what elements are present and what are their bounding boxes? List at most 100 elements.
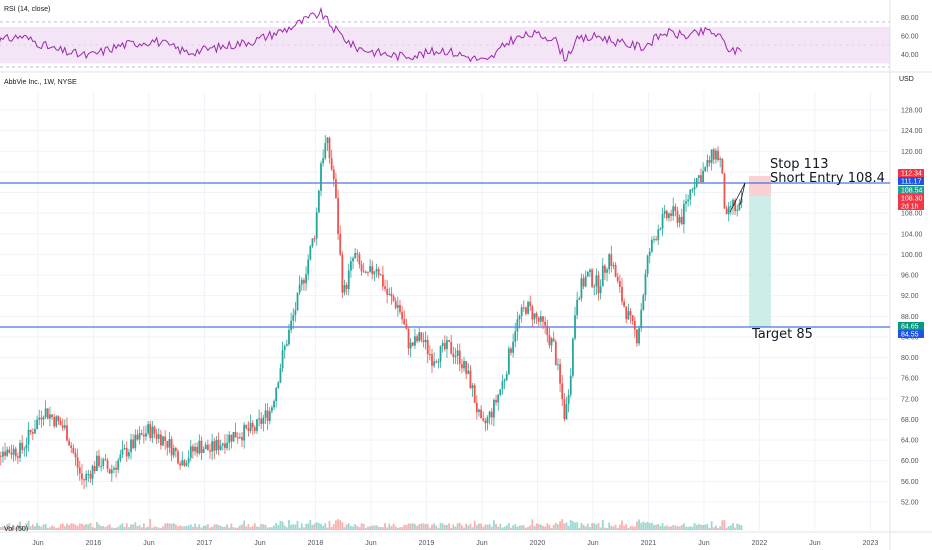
candle-body <box>618 281 621 287</box>
volume-bar <box>510 527 512 530</box>
volume-bar <box>685 526 687 530</box>
volume-bar <box>717 527 719 530</box>
volume-bar <box>70 523 73 530</box>
volume-bar <box>10 526 13 530</box>
candle-body <box>68 440 71 446</box>
volume-bar <box>552 524 555 530</box>
candle-body <box>706 159 709 168</box>
candle-body <box>134 434 137 449</box>
candle-body <box>525 307 527 314</box>
volume-bar <box>104 527 107 530</box>
candle-body <box>123 448 126 450</box>
candle-body <box>484 420 487 424</box>
candle-body <box>680 216 683 225</box>
volume-bar <box>618 524 621 530</box>
volume-bar <box>136 526 139 530</box>
rsi-axis: 40.00 60.00 80.00 <box>901 15 919 59</box>
annotation-short-entry: Short Entry 108.4 <box>770 171 885 186</box>
candle-body <box>249 422 252 432</box>
candle-body <box>271 407 273 412</box>
candle-body <box>187 457 190 464</box>
volume-bar <box>31 524 34 530</box>
volume-bar <box>296 520 299 530</box>
y-tick-label: 92.00 <box>901 293 919 300</box>
volume-bar <box>505 525 508 530</box>
candle-body <box>100 465 103 467</box>
volume-bar <box>629 526 632 530</box>
volume-bar <box>431 524 433 530</box>
volume-bar <box>644 522 647 530</box>
volume-bar <box>209 527 211 530</box>
volume-bar <box>170 523 173 530</box>
y-tick-label: 96.00 <box>901 273 919 280</box>
candle-body <box>586 271 589 277</box>
volume-bar <box>689 526 692 530</box>
candle-body <box>273 401 275 408</box>
volume-bar <box>29 526 32 530</box>
volume-bar <box>264 525 267 530</box>
candle-body <box>426 339 429 355</box>
volume-bar <box>121 523 124 530</box>
candle-body <box>518 316 521 320</box>
candle-body <box>262 417 265 424</box>
rsi-line <box>0 6 742 63</box>
volume-bar <box>606 527 608 530</box>
target-zone <box>749 196 771 327</box>
candle-body <box>552 338 555 342</box>
volume-bar <box>268 527 271 530</box>
volume-bar <box>115 527 117 530</box>
candle-body <box>670 213 672 216</box>
candle-body <box>221 443 224 446</box>
volume-bar <box>522 525 525 530</box>
candle-body <box>61 425 64 428</box>
volume-bar <box>597 523 600 530</box>
rsi-panel: RSI (14, close) 40.00 60.00 80.00 <box>0 6 919 68</box>
volume-bar <box>187 525 190 530</box>
candle-body <box>224 443 226 449</box>
x-tick-label: Jun <box>32 540 43 547</box>
candle-body <box>642 295 645 310</box>
volume-bar <box>674 525 677 530</box>
candle-body <box>435 361 438 363</box>
volume-bar <box>78 523 81 530</box>
volume-bar <box>53 526 56 530</box>
volume-bar <box>192 526 194 530</box>
candle-body <box>638 328 640 344</box>
candle-body <box>315 212 318 239</box>
volume-bar <box>604 527 606 530</box>
candle-body <box>608 254 611 270</box>
volume-bar <box>279 520 282 530</box>
volume-bar <box>253 523 256 530</box>
candle-body <box>682 203 685 225</box>
volume-bar <box>682 523 685 530</box>
candle-body <box>490 411 493 418</box>
candle-body <box>16 456 19 458</box>
candle-body <box>708 159 711 163</box>
candle-body <box>341 254 344 293</box>
volume-bar <box>91 527 94 530</box>
candle-body <box>349 261 352 271</box>
rsi-tick-label: 40.00 <box>901 52 919 59</box>
candle-body <box>125 448 128 457</box>
annotation-stop: Stop 113 <box>770 157 829 172</box>
volume-bar <box>458 522 461 530</box>
candle-body <box>650 239 653 252</box>
candle-body <box>247 428 250 432</box>
candle-body <box>108 468 111 474</box>
candle-body <box>443 343 446 350</box>
candle-body <box>565 404 568 420</box>
currency-label: USD <box>899 76 914 83</box>
volume-bar <box>332 524 335 530</box>
candle-body <box>285 344 288 346</box>
candle-body <box>136 434 139 440</box>
rsi-tick-label: 80.00 <box>901 15 919 22</box>
candle-body <box>89 473 92 479</box>
price-axis: 52.00 56.00 60.00 64.00 68.00 72.00 76.00 80.00… <box>901 108 923 507</box>
candle-body <box>685 201 687 204</box>
volume-bar <box>93 527 96 530</box>
volume-bar <box>66 523 68 530</box>
candle-body <box>665 210 668 219</box>
candle-body <box>399 304 401 313</box>
candle-body <box>44 408 47 417</box>
volume-bar <box>516 526 519 530</box>
